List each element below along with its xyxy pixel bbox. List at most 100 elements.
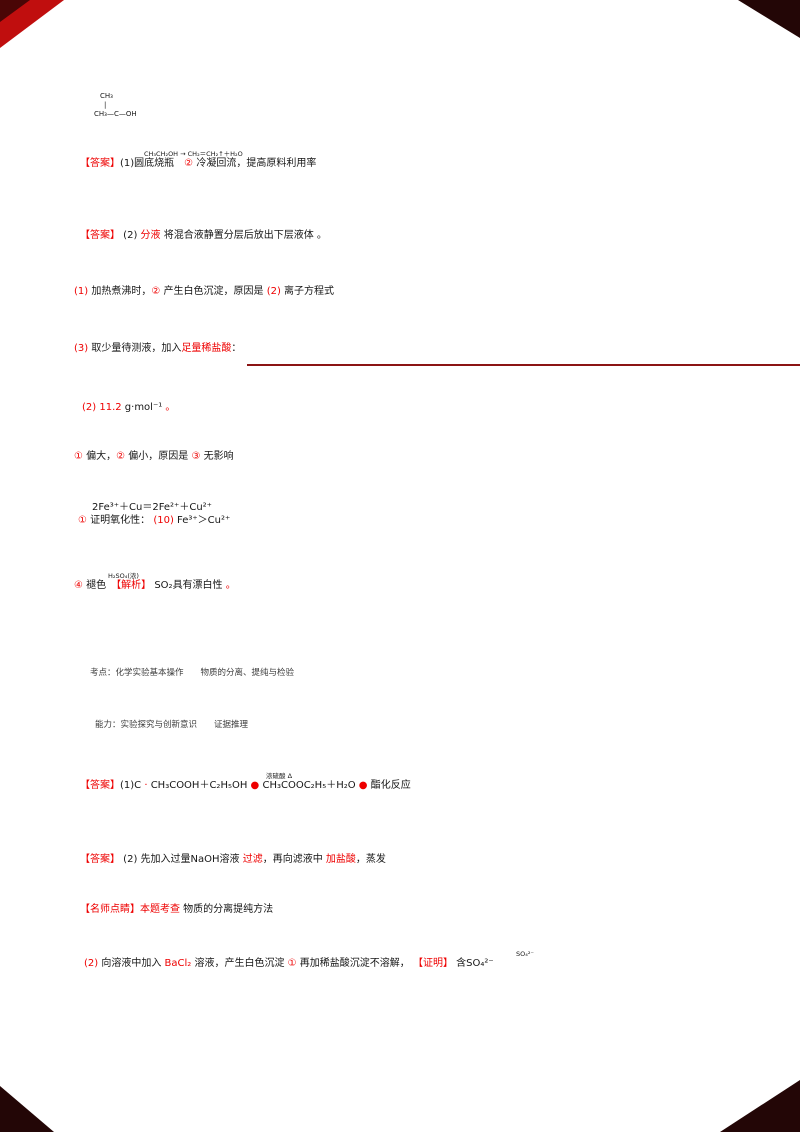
body-text: 物质的分离、提纯与检验 bbox=[183, 668, 295, 678]
body-text: 偏小，原因是 bbox=[125, 451, 192, 462]
body-text: CH₃—C—OH bbox=[94, 109, 137, 118]
text-row: (2) 向溶液中加入 BaCl₂ 溶液，产生白色沉淀 ① 再加稀盐酸沉淀不溶解，… bbox=[84, 958, 534, 971]
answer-highlight: ④ bbox=[74, 580, 83, 592]
answer-highlight: ② bbox=[184, 158, 194, 170]
answer-highlight: ● bbox=[250, 780, 260, 792]
page-corner-bottom-left bbox=[0, 1086, 54, 1132]
answer-highlight: 加盐酸 bbox=[325, 854, 356, 865]
answer-highlight: 【解析】 bbox=[116, 580, 152, 592]
body-text: Fe³⁺＞Cu²⁺ bbox=[173, 514, 231, 526]
body-text: 含SO₄²⁻ bbox=[452, 958, 494, 970]
text-line-14: 【名师点睛】本题考查 物质的分离提纯方法 bbox=[80, 904, 273, 917]
answer-highlight: 足量稀盐酸 bbox=[181, 343, 232, 354]
text-row: 2Fe³⁺＋Cu＝2Fe²⁺＋Cu²⁺ bbox=[92, 502, 230, 515]
answer-highlight: (2) bbox=[266, 286, 281, 297]
text-line-8: 2Fe³⁺＋Cu＝2Fe²⁺＋Cu²⁺ ① 证明氧化性： (10) Fe³⁺＞Cu… bbox=[78, 502, 230, 527]
body-text: 考点：化学实验基本操作 bbox=[90, 668, 184, 678]
body-text: CH₃COOC₂H₅＋H₂O bbox=[259, 780, 359, 792]
answer-highlight: (3) bbox=[74, 343, 89, 354]
body-text: H₂SO₄(浓) bbox=[108, 572, 139, 580]
body-text: 溶液，产生白色沉淀 bbox=[191, 958, 288, 970]
text-row: ④ 褪色 【解析】 SO₂具有漂白性 。 bbox=[74, 580, 236, 593]
body-text: 离子方程式 bbox=[280, 286, 335, 297]
body-text: 再加稀盐酸沉淀不溶解， bbox=[296, 958, 413, 970]
body-text: 褪色 bbox=[82, 580, 117, 592]
answer-highlight: BaCl₂ bbox=[164, 958, 192, 970]
body-text: 酯化反应 bbox=[367, 780, 411, 792]
answer-highlight: ③ bbox=[191, 451, 201, 462]
body-text: 2Fe³⁺＋Cu＝2Fe²⁺＋Cu²⁺ bbox=[92, 502, 212, 513]
body-text: 无影响 bbox=[200, 451, 234, 462]
answer-highlight: · bbox=[144, 780, 148, 792]
body-text: (2) 先加入过量NaOH溶液 bbox=[120, 854, 243, 865]
body-text: SO₂具有漂白性 bbox=[151, 580, 226, 592]
text-line-12: 浓硫酸 Δ 【答案】(1)C · CH₃COOH＋C₂H₅OH ● CH₃COOC… bbox=[80, 772, 411, 793]
page-corner-top-left bbox=[0, 0, 64, 48]
body-text: (1)圆底烧瓶 bbox=[120, 158, 185, 170]
answer-highlight: ① bbox=[287, 958, 297, 970]
body-text: CH₃COOH＋C₂H₅OH bbox=[147, 780, 251, 792]
answer-highlight: (2) bbox=[84, 958, 99, 970]
body-text: 产生白色沉淀，原因是 bbox=[160, 286, 267, 297]
text-line-9: H₂SO₄(浓) ④ 褪色 【解析】 SO₂具有漂白性 。 bbox=[74, 572, 236, 593]
answer-highlight: ② bbox=[151, 286, 161, 297]
text-row: 能力：实验探究与创新意识 证据推理 bbox=[95, 720, 248, 731]
body-text: CH₃ bbox=[100, 92, 113, 100]
body-text: 加热煮沸时， bbox=[88, 286, 152, 297]
body-text: SO₄²⁻ bbox=[516, 950, 534, 958]
text-row: 【答案】(1)圆底烧瓶 ② 冷凝回流，提高原料利用率 bbox=[80, 158, 316, 171]
text-row: H₂SO₄(浓) bbox=[108, 572, 236, 580]
answer-highlight: (1) bbox=[74, 286, 89, 297]
answer-highlight: ② bbox=[116, 451, 126, 462]
body-text: 偏大， bbox=[82, 451, 117, 462]
text-row: 考点：化学实验基本操作 物质的分离、提纯与检验 bbox=[90, 668, 294, 679]
text-row: ① 证明氧化性： (10) Fe³⁺＞Cu²⁺ bbox=[78, 515, 230, 528]
text-row: CH₃—C—OH bbox=[94, 110, 137, 119]
text-line-7: ① 偏大，② 偏小，原因是 ③ 无影响 bbox=[74, 451, 234, 464]
body-text: | bbox=[104, 100, 107, 109]
text-row: (2) 11.2 g·mol⁻¹ 。 bbox=[82, 402, 175, 415]
text-line-1: CH₃ | CH₃—C—OH bbox=[94, 92, 137, 118]
answer-highlight: 【答案】 bbox=[80, 780, 120, 792]
answer-highlight: 【答案】 bbox=[80, 230, 120, 241]
body-text: g·mol⁻¹ bbox=[121, 402, 166, 413]
text-line-15: SO₄²⁻ (2) 向溶液中加入 BaCl₂ 溶液，产生白色沉淀 ① 再加稀盐酸沉… bbox=[84, 950, 534, 971]
body-text: (2) bbox=[120, 230, 141, 241]
answer-highlight: 。 bbox=[165, 402, 176, 413]
text-line-13: 【答案】 (2) 先加入过量NaOH溶液 过滤，再向滤液中 加盐酸，蒸发 bbox=[80, 854, 386, 867]
text-row: 【名师点睛】本题考查 物质的分离提纯方法 bbox=[80, 904, 273, 917]
body-text: 向溶液中加入 bbox=[98, 958, 165, 970]
body-text: 能力：实验探究与创新意识 bbox=[95, 720, 198, 730]
text-line-4: (1) 加热煮沸时，② 产生白色沉淀，原因是 (2) 离子方程式 bbox=[74, 286, 334, 299]
answer-highlight: 【答案】 bbox=[80, 854, 120, 865]
text-row: ① 偏大，② 偏小，原因是 ③ 无影响 bbox=[74, 451, 234, 464]
answer-highlight: 【证明】 bbox=[412, 958, 453, 970]
answer-highlight: 。 bbox=[225, 580, 236, 592]
answer-highlight: 过滤 bbox=[242, 854, 263, 865]
text-row: 【答案】 (2) 分液 将混合液静置分层后放出下层液体 。 bbox=[80, 230, 327, 243]
body-text: 将混合液静置分层后放出下层液体 。 bbox=[160, 230, 327, 241]
body-text: 浓硫酸 Δ bbox=[266, 772, 293, 780]
body-text: 取少量待测液，加入 bbox=[88, 343, 182, 354]
answer-highlight: ● bbox=[358, 780, 368, 792]
text-row: 【答案】 (2) 先加入过量NaOH溶液 过滤，再向滤液中 加盐酸，蒸发 bbox=[80, 854, 386, 867]
body-text: 冷凝回流，提高原料利用率 bbox=[193, 158, 317, 170]
text-line-6: (2) 11.2 g·mol⁻¹ 。 bbox=[82, 402, 175, 415]
body-text: ： bbox=[231, 343, 242, 354]
text-row: SO₄²⁻ bbox=[516, 950, 534, 958]
body-text: (1)C bbox=[120, 780, 145, 792]
text-line-10: 考点：化学实验基本操作 物质的分离、提纯与检验 bbox=[90, 668, 294, 679]
page-corner-bottom-right bbox=[720, 1080, 800, 1132]
answer-highlight: ① bbox=[78, 514, 87, 526]
text-line-3: 【答案】 (2) 分液 将混合液静置分层后放出下层液体 。 bbox=[80, 230, 327, 243]
answer-underline bbox=[247, 364, 800, 366]
body-text: CH₃CH₂OH → CH₂＝CH₂↑＋H₂O bbox=[144, 150, 243, 158]
page-corner-top-right bbox=[738, 0, 800, 38]
text-line-11: 能力：实验探究与创新意识 证据推理 bbox=[95, 720, 248, 731]
answer-highlight: 【名师点睛】本题考查 bbox=[80, 904, 180, 915]
answer-highlight: (2) bbox=[82, 402, 100, 413]
text-row: CH₃CH₂OH → CH₂＝CH₂↑＋H₂O bbox=[144, 150, 316, 158]
answer-highlight: ① bbox=[74, 451, 83, 462]
text-line-5: (3) 取少量待测液，加入足量稀盐酸： bbox=[74, 343, 241, 356]
